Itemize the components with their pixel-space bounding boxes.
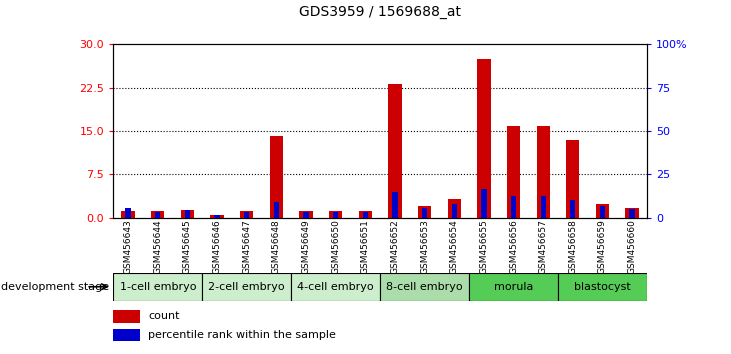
Bar [211,215,224,218]
Text: 1-cell embryo: 1-cell embryo [120,282,196,292]
Bar [273,202,279,218]
Bar [600,206,605,218]
Bar [181,210,194,218]
Bar [299,211,313,218]
Bar [185,210,190,218]
Bar [566,140,580,218]
Bar [388,84,401,218]
Bar [469,273,558,301]
Text: 8-cell embryo: 8-cell embryo [386,282,463,292]
Bar [113,273,202,301]
Bar [291,273,380,301]
Bar [214,215,220,218]
Bar [333,212,338,218]
Bar [481,189,487,218]
Bar [626,208,639,218]
Bar [270,136,283,218]
Bar [303,212,308,218]
Bar [477,59,491,218]
Bar [629,209,635,218]
Text: 4-cell embryo: 4-cell embryo [298,282,374,292]
Bar [202,273,291,301]
Bar [121,211,135,218]
Text: 2-cell embryo: 2-cell embryo [208,282,285,292]
Bar [380,273,469,301]
Bar [359,211,372,218]
Bar [507,126,520,218]
Text: percentile rank within the sample: percentile rank within the sample [148,330,336,340]
Bar [126,208,131,218]
Text: development stage: development stage [1,282,109,292]
Text: blastocyst: blastocyst [574,282,631,292]
Bar [511,196,516,218]
Bar [596,204,609,218]
Bar [537,126,550,218]
Bar [570,200,575,218]
Bar [540,196,546,218]
Bar [393,192,398,218]
Bar [113,310,140,322]
Text: GDS3959 / 1569688_at: GDS3959 / 1569688_at [299,5,461,19]
Bar [244,212,249,218]
Bar [418,206,431,218]
Bar [452,204,457,218]
Bar [422,208,427,218]
Bar [363,212,368,218]
Text: count: count [148,311,180,321]
Bar [447,199,461,218]
Bar [558,273,647,301]
Bar [113,329,140,341]
Bar [240,211,254,218]
Bar [155,212,160,218]
Bar [329,211,342,218]
Text: morula: morula [494,282,533,292]
Bar [151,211,164,218]
